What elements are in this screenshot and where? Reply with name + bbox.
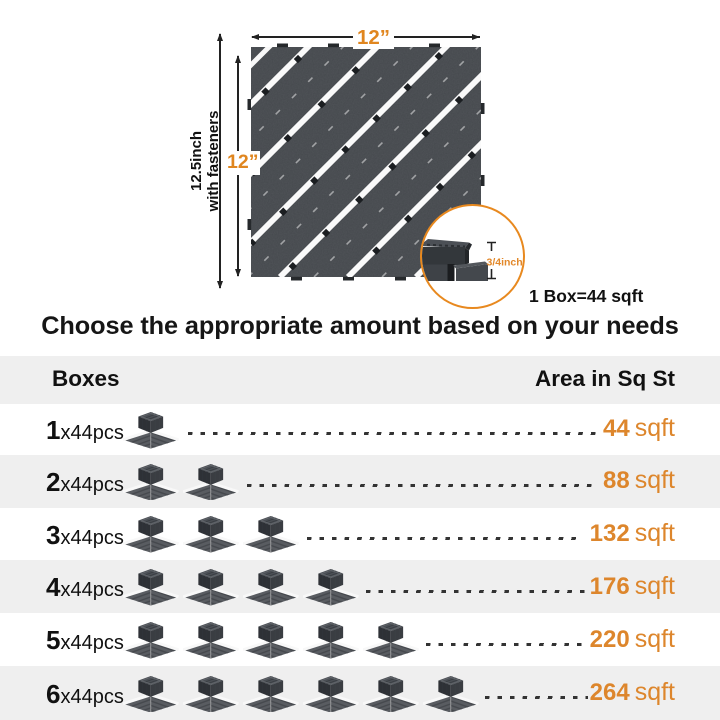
svg-text:3/4inch: 3/4inch bbox=[487, 256, 523, 268]
